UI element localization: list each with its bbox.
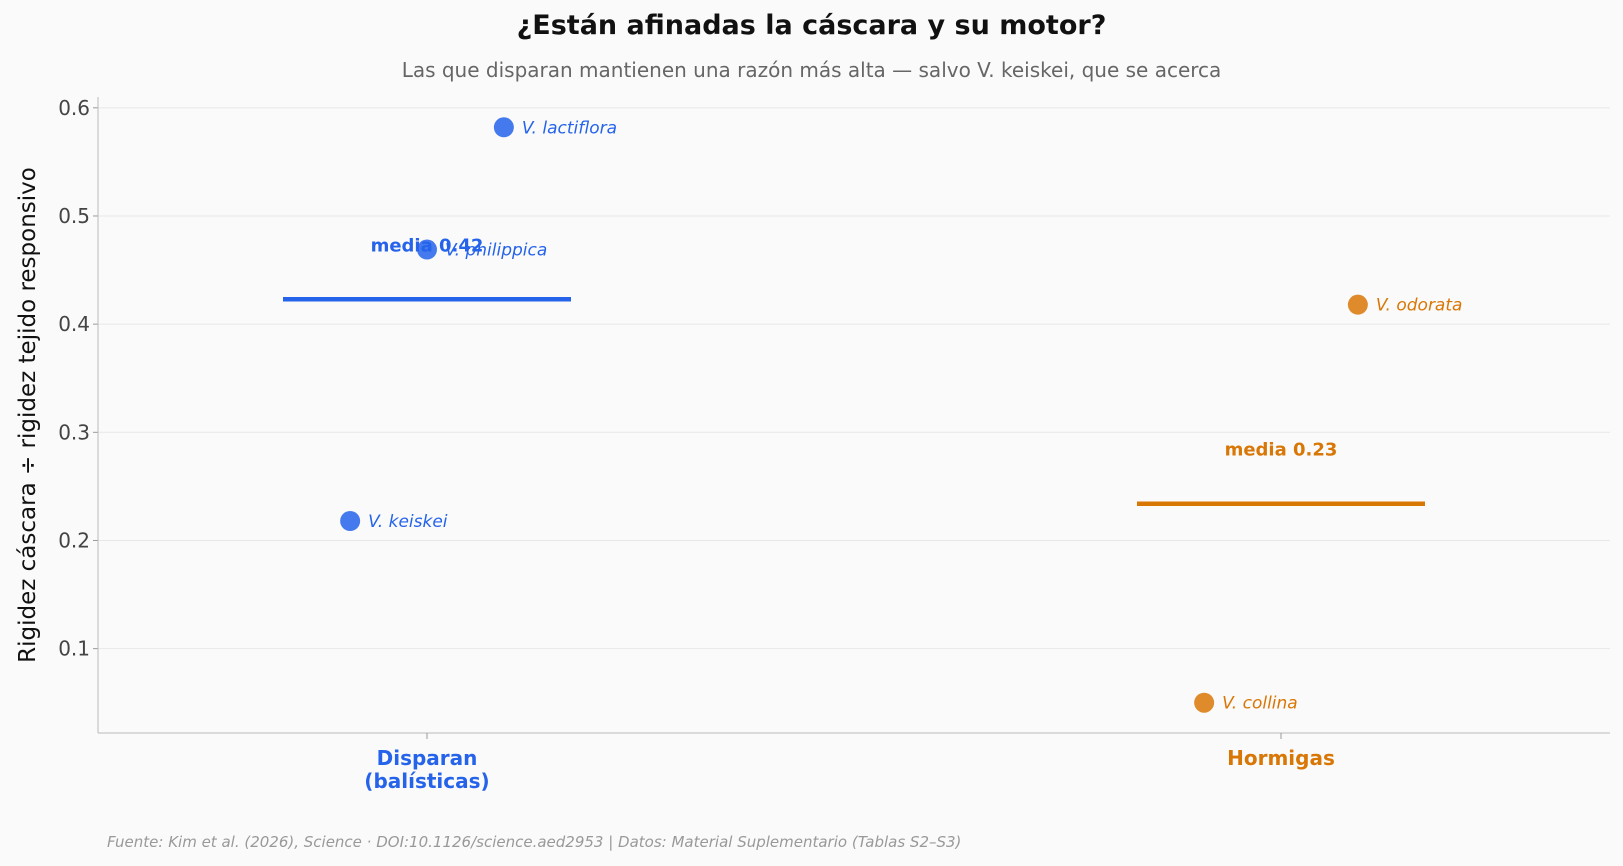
x-tick-label: Disparan (balísticas) [364,746,489,793]
x-tick-label-line: Hormigas [1227,746,1335,770]
source-note: Fuente: Kim et al. (2026), Science · DOI… [107,833,962,851]
y-tick-label: 0.6 [58,96,90,120]
data-point-label: V. philippica [445,241,547,261]
y-axis-label: Rigidez cáscara ÷ rigidez tejido respons… [15,167,41,663]
chart-subtitle: Las que disparan mantienen una razón más… [401,58,1222,82]
x-tick-label-line: (balísticas) [364,769,489,793]
data-point-label: V. odorata [1376,296,1463,316]
data-point [1347,294,1368,315]
chart-title: ¿Están afinadas la cáscara y su motor? [516,10,1107,41]
data-point [417,239,437,260]
y-tick-label: 0.4 [58,312,90,336]
x-tick-label: Hormigas [1227,746,1335,770]
y-tick-label: 0.3 [58,420,90,444]
y-tick-label: 0.1 [58,637,90,661]
mean-label: media 0.23 [1225,440,1338,461]
y-tick-label: 0.5 [58,204,90,228]
data-point [1194,692,1215,713]
axis-layer: 0.1 0.2 0.3 0.4 0.5 0.6 Rigidez cáscara ÷ rigi… [15,96,1610,793]
data-point-label: V. keiskei [368,512,448,532]
data-point [493,117,514,138]
y-tick-label: 0.2 [58,528,90,552]
data-point-label: V. lactiflora [522,118,617,138]
x-tick-label-line: Disparan [377,746,478,770]
data-point [340,511,361,531]
grid-layer [98,107,1610,650]
data-point-label: V. collina [1222,694,1298,714]
